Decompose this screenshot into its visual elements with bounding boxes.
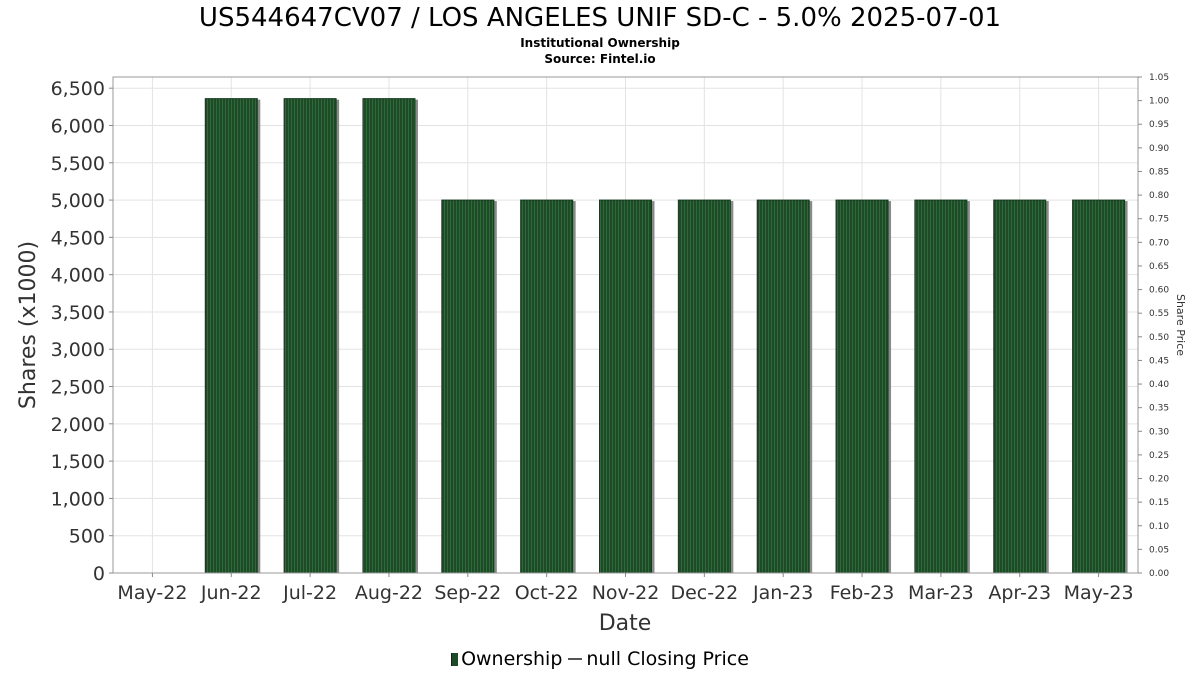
y2-tick-label: 0.55 xyxy=(1149,309,1169,319)
x-tick-label: Sep-22 xyxy=(434,582,501,604)
y-tick-label: 2,500 xyxy=(51,377,105,399)
x-tick-label: May-23 xyxy=(1064,582,1134,604)
x-axis-label: Date xyxy=(599,611,652,636)
y2-tick-label: 0.95 xyxy=(1149,120,1169,130)
bar xyxy=(441,199,495,574)
y2-tick-label: 0.00 xyxy=(1149,569,1169,579)
x-tick-label: Mar-23 xyxy=(908,582,974,604)
legend: Ownership null Closing Price xyxy=(0,646,1200,672)
bar xyxy=(362,98,416,574)
y2-tick-label: 0.90 xyxy=(1149,144,1169,154)
x-tick-label: Oct-22 xyxy=(515,582,579,604)
bar xyxy=(204,98,258,574)
y-tick-label: 5,500 xyxy=(51,153,105,175)
y2-tick-label: 0.30 xyxy=(1149,427,1169,437)
y-tick-label: 4,000 xyxy=(51,265,105,287)
chart-source: Source: Fintel.io xyxy=(544,52,656,66)
bar xyxy=(993,199,1047,574)
y2-tick-label: 0.45 xyxy=(1149,356,1169,366)
y2-tick-label: 0.20 xyxy=(1149,475,1169,485)
bar xyxy=(599,199,652,574)
y2-tick-label: 0.10 xyxy=(1149,522,1169,532)
bar xyxy=(1072,199,1126,574)
x-tick-label: Dec-22 xyxy=(670,582,738,604)
x-tick-label: May-22 xyxy=(117,582,187,604)
y2-tick-label: 0.05 xyxy=(1149,545,1169,555)
price-legend-line xyxy=(568,658,583,660)
y-axis-label: Shares (x1000) xyxy=(16,241,41,409)
x-tick-label: Jun-22 xyxy=(200,582,262,604)
y2-tick-label: 0.75 xyxy=(1149,215,1169,225)
y2-tick-label: 1.05 xyxy=(1149,73,1169,83)
price-legend-label: null Closing Price xyxy=(586,648,749,670)
y2-tick-label: 0.25 xyxy=(1149,451,1169,461)
bar xyxy=(756,199,810,574)
bar xyxy=(914,199,968,574)
y2-tick-label: 0.80 xyxy=(1149,191,1169,201)
ownership-legend-swatch xyxy=(451,653,459,666)
x-tick-label: Jan-23 xyxy=(752,582,813,604)
y-tick-label: 6,500 xyxy=(51,78,105,100)
y2-tick-label: 0.40 xyxy=(1149,380,1169,390)
y2-tick-label: 0.50 xyxy=(1149,333,1169,343)
bar xyxy=(835,199,889,574)
bar xyxy=(520,199,574,574)
y2-tick-label: 0.60 xyxy=(1149,286,1169,296)
y-tick-label: 3,500 xyxy=(51,302,105,324)
y2-tick-label: 0.70 xyxy=(1149,238,1169,248)
x-tick-label: Feb-23 xyxy=(830,582,895,604)
chart-subtitle: Institutional Ownership xyxy=(520,36,680,50)
y-tick-label: 1,500 xyxy=(51,451,105,473)
x-tick-label: Apr-23 xyxy=(988,582,1051,604)
y-tick-label: 0 xyxy=(93,563,105,585)
y2-tick-label: 1.00 xyxy=(1149,97,1169,107)
bar xyxy=(677,199,731,574)
y2-tick-label: 0.15 xyxy=(1149,498,1169,508)
x-tick-label: Nov-22 xyxy=(592,582,660,604)
y2-tick-label: 0.85 xyxy=(1149,167,1169,177)
bar xyxy=(283,98,337,574)
y-tick-label: 2,000 xyxy=(51,414,105,436)
y-tick-label: 500 xyxy=(69,526,105,548)
y-tick-label: 5,000 xyxy=(51,190,105,212)
y-tick-label: 1,000 xyxy=(51,488,105,510)
x-tick-label: Jul-22 xyxy=(282,582,337,604)
chart-title: US544647CV07 / LOS ANGELES UNIF SD-C - 5… xyxy=(198,3,1002,33)
y-tick-label: 4,500 xyxy=(51,227,105,249)
y2-tick-label: 0.65 xyxy=(1149,262,1169,272)
y2-tick-label: 0.35 xyxy=(1149,404,1169,414)
y-tick-label: 3,000 xyxy=(51,339,105,361)
x-tick-label: Aug-22 xyxy=(355,582,423,604)
y-tick-label: 6,000 xyxy=(51,115,105,137)
y2-axis-label: Share Price xyxy=(1174,294,1187,356)
ownership-legend-label: Ownership xyxy=(461,648,563,670)
